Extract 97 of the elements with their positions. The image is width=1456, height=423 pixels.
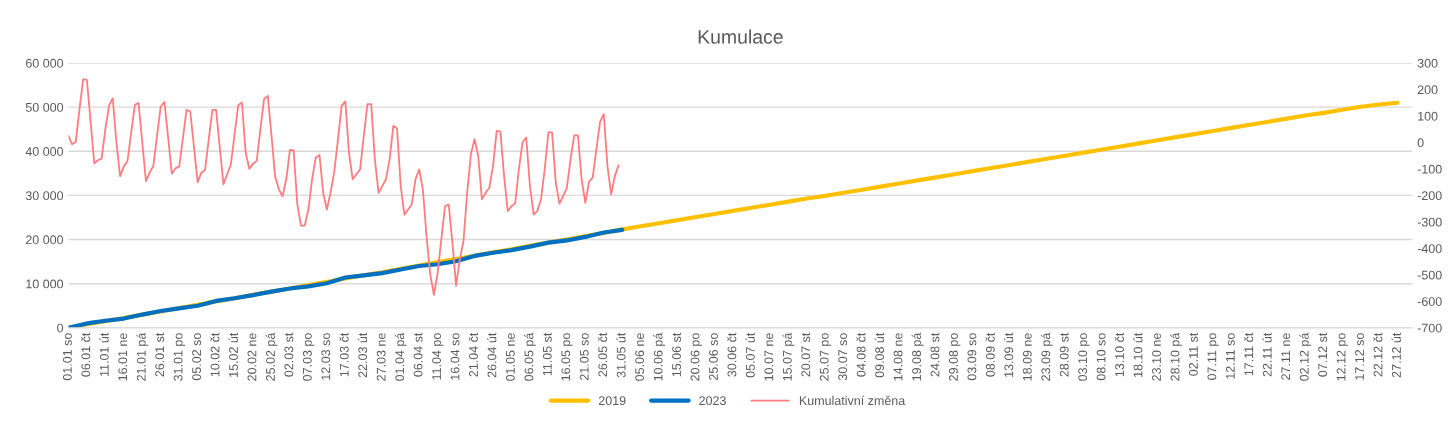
x-tick-label: 22.12 čt — [1373, 332, 1383, 377]
y-tick-label: 50 000 — [25, 102, 64, 112]
y2-tick-label: 300 — [1417, 58, 1438, 68]
x-tick-label: 26.01 st — [155, 332, 165, 377]
line-series — [68, 227, 625, 328]
x-tick-label: 10.06 pá — [653, 332, 666, 381]
x-tick-label: 30.06 čt — [727, 332, 737, 377]
x-tick-label: 13.09 út — [1003, 332, 1014, 377]
x-tick-label: 10.07 ne — [764, 333, 774, 381]
x-tick-label: 02.03 st — [284, 332, 294, 377]
x-tick-label: 20.06 po — [690, 333, 702, 381]
y-tick-label: 10 000 — [26, 279, 64, 289]
x-tick-label: 12.11 so — [1225, 333, 1235, 379]
x-tick-label: 08.10 so — [1096, 333, 1106, 381]
x-tick-label: 04.08 čt — [856, 332, 866, 377]
x-tick-label: 12.03 so — [321, 333, 331, 380]
x-tick-label: 29.08 po — [949, 333, 961, 381]
x-tick-label: 06.05 pá — [524, 332, 536, 381]
y2-tick-label: 0 — [1417, 138, 1424, 148]
y2-tick-label: 200 — [1417, 85, 1438, 95]
x-tick-label: 22.03 út — [357, 332, 368, 378]
x-tick-label: 11.04 po — [432, 333, 444, 380]
y-tick-label: 30 000 — [25, 191, 64, 201]
y2-tick-label: -300 — [1417, 217, 1442, 227]
x-tick-label: 01.01 so — [62, 333, 72, 381]
x-tick-label: 09.08 út — [874, 332, 885, 378]
x-tick-label: 12.12 po — [1336, 333, 1348, 381]
x-tick-label: 27.03 ne — [376, 333, 386, 381]
x-tick-label: 16.01 ne — [118, 333, 128, 381]
x-tick-label: 11.01 út — [99, 332, 109, 376]
x-tick-label: 17.11 čt — [1244, 332, 1254, 376]
y-tick-label: 40 000 — [25, 147, 64, 156]
line-series — [68, 78, 620, 296]
x-tick-label: 25.07 po — [819, 333, 832, 381]
x-tick-label: 06.04 st — [413, 332, 423, 377]
x-tick-label: 24.08 st — [930, 332, 940, 377]
x-tick-label: 10.02 čt — [210, 332, 220, 377]
y2-tick-label: -500 — [1417, 270, 1442, 280]
x-tick-label: 07.12 st — [1318, 332, 1328, 377]
x-tick-label: 27.11 ne — [1281, 333, 1291, 380]
x-tick-label: 15.02 út — [228, 332, 238, 377]
x-tick-label: 31.05 út — [616, 332, 626, 378]
x-tick-label: 26.04 út — [487, 332, 497, 378]
x-tick-label: 07.11 po — [1207, 333, 1219, 380]
chart-title: Kumulace — [698, 29, 783, 44]
y2-tick-label: -100 — [1417, 164, 1442, 174]
x-tick-label: 01.04 pá — [394, 332, 407, 381]
y2-tick-label: -400 — [1417, 244, 1442, 254]
x-tick-label: 23.09 pá — [1040, 332, 1053, 381]
x-tick-label: 17.03 čt — [339, 332, 349, 377]
x-tick-label: 28.10 pá — [1170, 332, 1182, 381]
x-tick-label: 11.05 st — [542, 332, 552, 376]
x-tick-label: 22.11 út — [1262, 332, 1272, 377]
x-tick-label: 02.12 pá — [1299, 332, 1312, 381]
x-tick-label: 21.04 čt — [468, 332, 478, 377]
x-tick-label: 13.10 čt — [1114, 332, 1125, 377]
y2-tick-label: -700 — [1417, 323, 1442, 333]
x-tick-label: 03.10 po — [1078, 333, 1090, 381]
x-tick-label: 18.10 út — [1133, 332, 1143, 377]
x-tick-label: 20.02 ne — [247, 333, 257, 381]
x-tick-label: 05.02 so — [192, 333, 202, 381]
x-tick-label: 05.06 ne — [635, 333, 645, 381]
x-tick-label: 19.08 pá — [911, 332, 924, 381]
legend-label: 2023 — [699, 396, 726, 406]
x-tick-label: 30.07 so — [838, 333, 848, 381]
x-tick-label: 25.02 pá — [265, 332, 278, 381]
x-tick-label: 18.09 ne — [1022, 333, 1032, 381]
x-tick-label: 07.03 po — [302, 333, 315, 381]
y-tick-label: 20 000 — [25, 235, 64, 245]
x-tick-label: 08.09 čt — [985, 332, 995, 377]
x-tick-label: 05.07 út — [745, 332, 755, 378]
x-tick-label: 27.12 út — [1391, 332, 1401, 378]
x-tick-label: 15.06 st — [672, 332, 681, 377]
x-tick-label: 21.05 so — [579, 333, 589, 381]
x-tick-label: 15.07 pá — [782, 332, 795, 381]
y2-tick-label: -200 — [1417, 191, 1442, 201]
x-tick-label: 28.09 st — [1059, 332, 1069, 377]
x-tick-label: 14.08 ne — [893, 333, 903, 381]
x-tick-label: 23.10 ne — [1152, 333, 1161, 381]
x-tick-label: 31.01 po — [173, 333, 186, 381]
y-tick-label: 60 000 — [25, 58, 64, 68]
x-tick-label: 17.12 so — [1355, 333, 1364, 380]
x-tick-label: 06.01 čt — [81, 332, 91, 377]
x-tick-label: 16.05 po — [561, 333, 573, 381]
x-tick-label: 01.05 ne — [505, 333, 515, 381]
legend-label: Kumulativní změna — [799, 395, 906, 406]
x-tick-label: 03.09 so — [967, 333, 977, 381]
x-tick-label: 16.04 so — [450, 333, 460, 380]
x-tick-label: 25.06 so — [709, 333, 718, 381]
y2-tick-label: -600 — [1417, 297, 1442, 306]
legend-label: 2019 — [598, 396, 626, 406]
x-tick-label: 21.01 pá — [136, 332, 149, 381]
y-tick-label: 0 — [57, 323, 64, 333]
x-tick-label: 26.05 čt — [597, 332, 608, 377]
x-tick-label: 20.07 st — [801, 332, 811, 377]
y2-tick-label: 100 — [1418, 111, 1438, 121]
x-tick-label: 02.11 st — [1189, 332, 1198, 376]
